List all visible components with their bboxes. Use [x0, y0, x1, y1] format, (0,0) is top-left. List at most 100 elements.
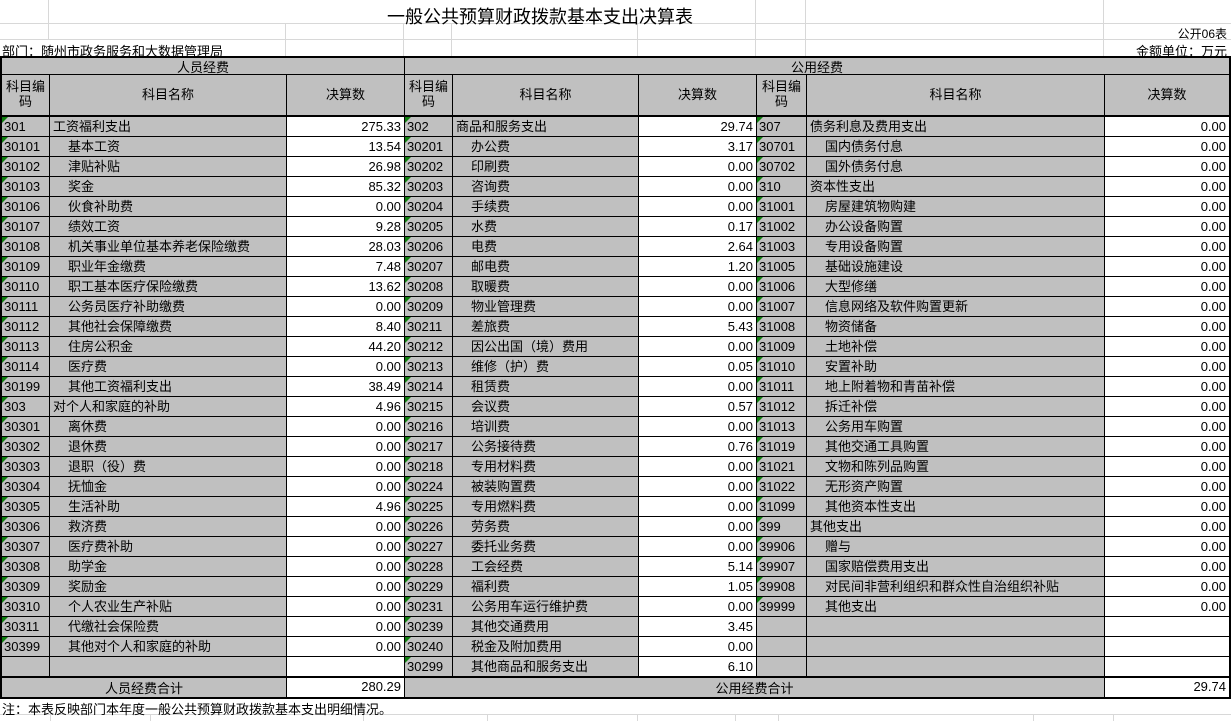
subject-name-cell[interactable]: 个人农业生产补贴 — [50, 597, 287, 617]
subject-code-cell[interactable]: 30212 — [405, 337, 453, 357]
subject-code-cell[interactable]: 39907 — [757, 557, 807, 577]
subject-name-cell[interactable]: 公务用车运行维护费 — [453, 597, 639, 617]
value-cell[interactable]: 0.00 — [1105, 317, 1229, 337]
subject-name-cell[interactable]: 安置补助 — [807, 357, 1105, 377]
subject-code-cell[interactable]: 30111 — [2, 297, 50, 317]
section-header-public[interactable]: 公用经费 — [405, 58, 1229, 75]
subject-code-cell[interactable]: 30202 — [405, 157, 453, 177]
subject-code-cell[interactable]: 31003 — [757, 237, 807, 257]
subject-code-cell[interactable]: 30110 — [2, 277, 50, 297]
subject-code-cell[interactable]: 30101 — [2, 137, 50, 157]
subject-code-cell[interactable]: 31012 — [757, 397, 807, 417]
subject-name-cell[interactable] — [50, 657, 287, 677]
col-header-value[interactable]: 决算数 — [287, 75, 405, 117]
subject-name-cell[interactable]: 生活补助 — [50, 497, 287, 517]
subject-name-cell[interactable]: 其他对个人和家庭的补助 — [50, 637, 287, 657]
value-cell[interactable]: 85.32 — [287, 177, 405, 197]
personnel-total-label[interactable]: 人员经费合计 — [2, 677, 287, 697]
subject-name-cell[interactable] — [807, 637, 1105, 657]
subject-code-cell[interactable]: 31001 — [757, 197, 807, 217]
subject-name-cell[interactable]: 专用材料费 — [453, 457, 639, 477]
subject-code-cell[interactable]: 30228 — [405, 557, 453, 577]
value-cell[interactable]: 0.00 — [639, 377, 757, 397]
subject-code-cell[interactable]: 30213 — [405, 357, 453, 377]
value-cell[interactable] — [1105, 637, 1229, 657]
subject-name-cell[interactable] — [807, 617, 1105, 637]
value-cell[interactable]: 5.14 — [639, 557, 757, 577]
public-total-value[interactable]: 29.74 — [1105, 677, 1229, 697]
value-cell[interactable]: 0.00 — [1105, 517, 1229, 537]
subject-code-cell[interactable]: 30112 — [2, 317, 50, 337]
value-cell[interactable]: 13.54 — [287, 137, 405, 157]
subject-code-cell[interactable]: 30224 — [405, 477, 453, 497]
subject-code-cell[interactable]: 30304 — [2, 477, 50, 497]
subject-name-cell[interactable]: 国外债务付息 — [807, 157, 1105, 177]
subject-name-cell[interactable]: 公务接待费 — [453, 437, 639, 457]
subject-code-cell[interactable]: 30214 — [405, 377, 453, 397]
subject-name-cell[interactable] — [807, 657, 1105, 677]
subject-name-cell[interactable]: 房屋建筑物购建 — [807, 197, 1105, 217]
subject-code-cell[interactable]: 31007 — [757, 297, 807, 317]
value-cell[interactable]: 0.00 — [639, 277, 757, 297]
value-cell[interactable]: 0.00 — [287, 637, 405, 657]
public-total-label[interactable]: 公用经费合计 — [405, 677, 1105, 697]
subject-code-cell[interactable]: 30107 — [2, 217, 50, 237]
subject-name-cell[interactable]: 其他交通费用 — [453, 617, 639, 637]
value-cell[interactable]: 0.00 — [1105, 177, 1229, 197]
value-cell[interactable]: 0.00 — [1105, 137, 1229, 157]
subject-code-cell[interactable]: 307 — [757, 117, 807, 137]
subject-code-cell[interactable]: 39906 — [757, 537, 807, 557]
subject-name-cell[interactable]: 大型修缮 — [807, 277, 1105, 297]
subject-name-cell[interactable]: 工资福利支出 — [50, 117, 287, 137]
value-cell[interactable]: 0.00 — [639, 417, 757, 437]
value-cell[interactable]: 5.43 — [639, 317, 757, 337]
subject-code-cell[interactable]: 30207 — [405, 257, 453, 277]
subject-name-cell[interactable]: 培训费 — [453, 417, 639, 437]
subject-code-cell[interactable]: 30311 — [2, 617, 50, 637]
value-cell[interactable] — [287, 657, 405, 677]
subject-name-cell[interactable]: 水费 — [453, 217, 639, 237]
subject-code-cell[interactable] — [757, 637, 807, 657]
subject-code-cell[interactable]: 30113 — [2, 337, 50, 357]
subject-name-cell[interactable]: 委托业务费 — [453, 537, 639, 557]
value-cell[interactable]: 0.00 — [639, 597, 757, 617]
subject-code-cell[interactable]: 30114 — [2, 357, 50, 377]
subject-name-cell[interactable]: 取暖费 — [453, 277, 639, 297]
value-cell[interactable]: 4.96 — [287, 397, 405, 417]
subject-name-cell[interactable]: 手续费 — [453, 197, 639, 217]
subject-code-cell[interactable]: 30103 — [2, 177, 50, 197]
subject-name-cell[interactable]: 机关事业单位基本养老保险缴费 — [50, 237, 287, 257]
subject-code-cell[interactable]: 30215 — [405, 397, 453, 417]
subject-name-cell[interactable]: 商品和服务支出 — [453, 117, 639, 137]
subject-code-cell[interactable]: 30399 — [2, 637, 50, 657]
value-cell[interactable]: 0.00 — [639, 297, 757, 317]
value-cell[interactable]: 0.00 — [1105, 597, 1229, 617]
subject-code-cell[interactable]: 30217 — [405, 437, 453, 457]
subject-name-cell[interactable]: 物业管理费 — [453, 297, 639, 317]
subject-code-cell[interactable]: 31006 — [757, 277, 807, 297]
subject-code-cell[interactable]: 30302 — [2, 437, 50, 457]
value-cell[interactable]: 29.74 — [639, 117, 757, 137]
personnel-total-value[interactable]: 280.29 — [287, 677, 405, 697]
value-cell[interactable]: 0.00 — [287, 457, 405, 477]
col-header-name[interactable]: 科目名称 — [453, 75, 639, 117]
subject-name-cell[interactable]: 职业年金缴费 — [50, 257, 287, 277]
subject-name-cell[interactable]: 医疗费补助 — [50, 537, 287, 557]
subject-name-cell[interactable]: 维修（护）费 — [453, 357, 639, 377]
value-cell[interactable]: 0.00 — [639, 177, 757, 197]
subject-name-cell[interactable]: 工会经费 — [453, 557, 639, 577]
section-header-personnel[interactable]: 人员经费 — [2, 58, 405, 75]
subject-code-cell[interactable]: 30227 — [405, 537, 453, 557]
subject-code-cell[interactable]: 30239 — [405, 617, 453, 637]
value-cell[interactable]: 28.03 — [287, 237, 405, 257]
value-cell[interactable]: 0.00 — [1105, 537, 1229, 557]
subject-code-cell[interactable]: 310 — [757, 177, 807, 197]
subject-name-cell[interactable]: 物资储备 — [807, 317, 1105, 337]
value-cell[interactable]: 1.05 — [639, 577, 757, 597]
value-cell[interactable]: 2.64 — [639, 237, 757, 257]
subject-code-cell[interactable]: 30218 — [405, 457, 453, 477]
subject-code-cell[interactable]: 30229 — [405, 577, 453, 597]
value-cell[interactable]: 38.49 — [287, 377, 405, 397]
subject-name-cell[interactable]: 基础设施建设 — [807, 257, 1105, 277]
subject-name-cell[interactable]: 会议费 — [453, 397, 639, 417]
